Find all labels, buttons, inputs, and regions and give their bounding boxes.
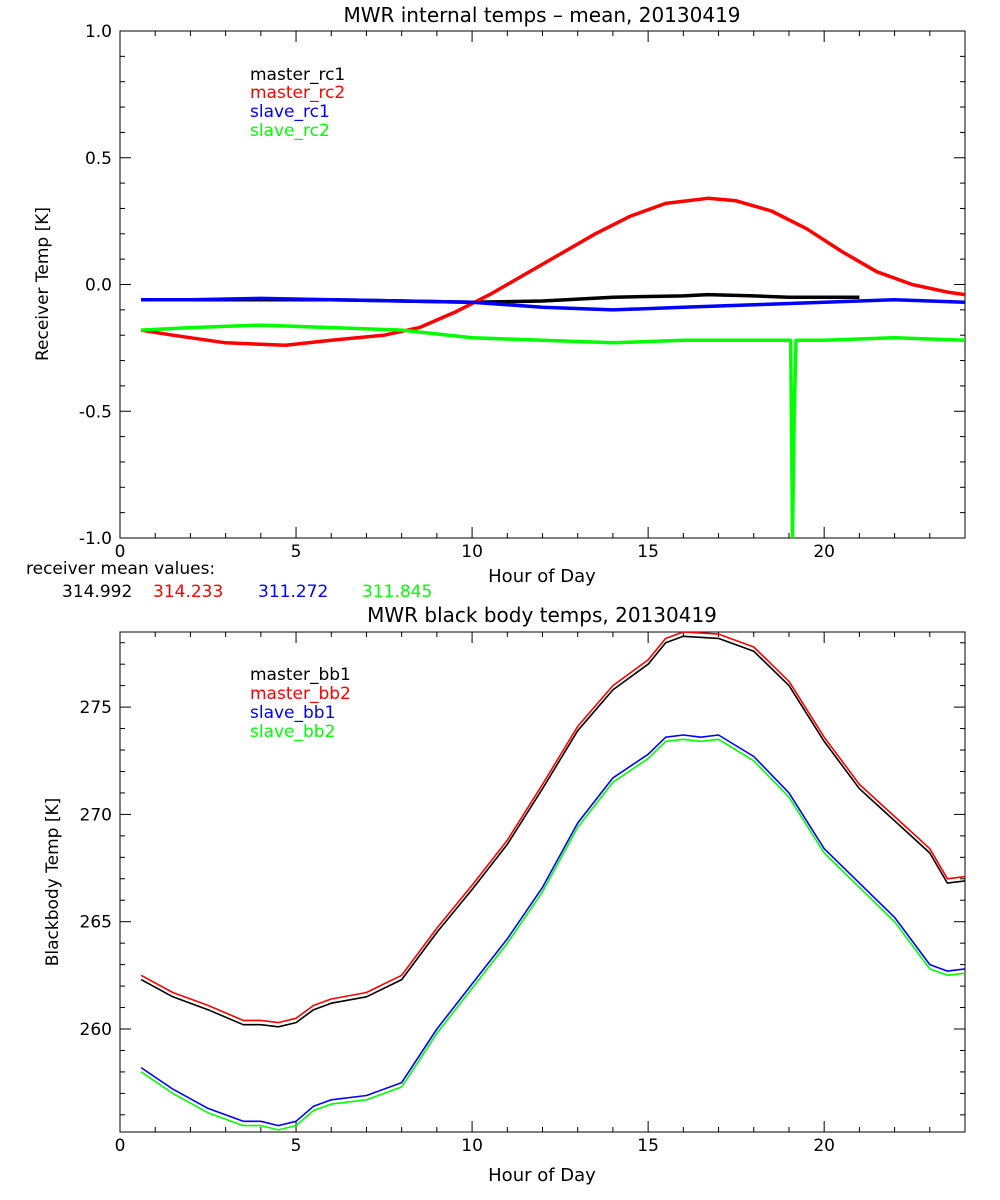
series-line-master-rc2 <box>140 196 965 348</box>
legend-slave-rc1: slave_rc1 <box>250 102 330 122</box>
receiver-mean-value-slave-rc2: 311.845 <box>362 582 432 602</box>
y-tick-label: 265 <box>80 913 112 933</box>
x-tick-label: 5 <box>291 1136 302 1156</box>
legend-master-rc2: master_rc2 <box>250 83 345 103</box>
chart1-title: MWR internal temps – mean, 20130419 <box>343 3 740 27</box>
x-tick-label: 10 <box>461 1136 483 1156</box>
series-line-slave-rc2 <box>141 323 965 538</box>
legend-slave-bb1: slave_bb1 <box>250 703 335 723</box>
x-tick-label: 0 <box>115 542 126 562</box>
receiver-mean-label: receiver mean values: <box>26 559 215 579</box>
chart2-legend: master_bb1 master_bb2 slave_bb1 slave_bb… <box>250 665 351 742</box>
chart2-series-lines <box>140 632 965 1131</box>
series-line-master-bb2 <box>140 632 965 1024</box>
legend-master-rc1: master_rc1 <box>250 65 345 85</box>
y-tick-label: 1.0 <box>85 22 112 42</box>
chart2-y-axis: 260 265 270 275 <box>80 642 965 1116</box>
series-line-slave-rc1 <box>141 296 965 312</box>
series-line-slave-bb1 <box>140 734 965 1127</box>
chart1-x-axis: 0 5 10 15 20 <box>115 31 966 562</box>
receiver-mean-annotation: receiver mean values: 314.992 314.233 31… <box>26 559 432 602</box>
x-tick-label: 20 <box>813 1136 835 1156</box>
y-tick-label: 275 <box>80 698 112 718</box>
receiver-mean-value-master-rc2: 314.233 <box>153 582 223 602</box>
legend-master-bb2: master_bb2 <box>250 684 351 704</box>
chart1-y-axis: -1.0 -0.5 0.0 0.5 1.0 <box>79 22 965 549</box>
x-tick-label: 10 <box>461 542 483 562</box>
legend-master-bb1: master_bb1 <box>250 665 351 685</box>
legend-slave-rc2: slave_rc2 <box>250 121 330 141</box>
receiver-mean-value-slave-rc1: 311.272 <box>258 582 328 602</box>
series-line-slave-bb2 <box>140 738 965 1131</box>
y-tick-label: 0.5 <box>85 149 112 169</box>
y-tick-label: -1.0 <box>79 529 112 549</box>
chart2-x-axis-label: Hour of Day <box>488 1165 596 1186</box>
chart2-x-axis: 0 5 10 15 20 <box>115 632 966 1156</box>
blackbody-temp-chart: MWR black body temps, 20130419 0 5 10 15 20 … <box>43 603 966 1186</box>
chart2-y-axis-label: Blackbody Temp [K] <box>43 798 63 967</box>
receiver-temp-chart: MWR internal temps – mean, 20130419 0 5 10… <box>33 3 966 587</box>
receiver-mean-value-master-rc1: 314.992 <box>62 582 132 602</box>
y-tick-label: 270 <box>80 805 112 825</box>
y-tick-label: 260 <box>80 1020 112 1040</box>
x-tick-label: 5 <box>291 542 302 562</box>
chart2-title: MWR black body temps, 20130419 <box>367 603 717 627</box>
series-line-master-bb1 <box>140 635 965 1028</box>
chart1-x-axis-label: Hour of Day <box>488 566 596 587</box>
x-tick-label: 15 <box>637 1136 659 1156</box>
legend-slave-bb2: slave_bb2 <box>250 722 335 742</box>
y-tick-label: 0.0 <box>85 276 112 296</box>
chart1-series-lines <box>140 196 965 538</box>
x-tick-label: 0 <box>115 1136 126 1156</box>
x-tick-label: 20 <box>813 542 835 562</box>
chart1-y-axis-label: Receiver Temp [K] <box>33 207 53 361</box>
chart1-legend: master_rc1 master_rc2 slave_rc1 slave_rc… <box>250 65 345 141</box>
y-tick-label: -0.5 <box>79 402 112 422</box>
x-tick-label: 15 <box>637 542 659 562</box>
